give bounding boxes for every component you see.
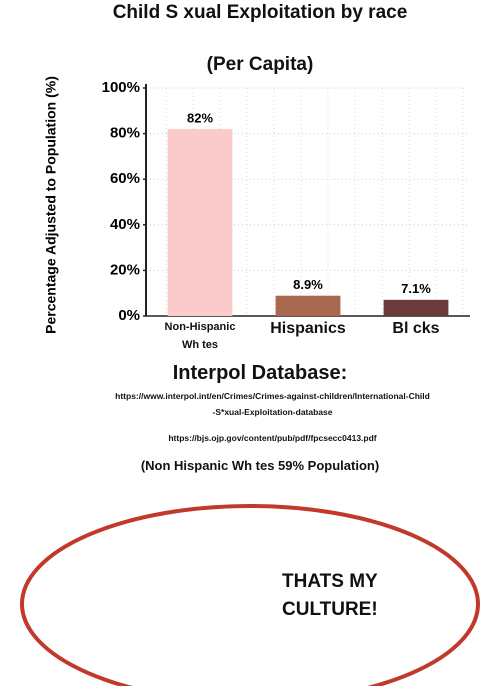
value-label: 82% [187,110,213,125]
y-tick-label: 40% [110,216,140,233]
caption: THATS MY CULTURE! [282,571,378,620]
chart: Percentage Adjusted to Population (%) 0%… [43,76,470,334]
chart-title: Child S xual Exploitation by race [112,2,408,23]
sources-title: Interpol Database: [172,362,348,384]
y-tick-label: 20% [110,261,140,278]
bar [383,299,449,316]
caption-panel [20,504,480,686]
bar [167,129,233,316]
y-tick-label: 80% [110,125,140,142]
source-link: https://bjs.ojp.gov/content/pub/pdf/fpcs… [168,433,377,443]
chart-subtitle: (Per Capita) [206,54,314,75]
value-label: 8.9% [293,277,323,292]
x-tick-label: Hispanics [270,320,346,337]
x-tick-label: Non-Hispanic Wh tes [164,321,236,351]
sources-note: (Non Hispanic Wh tes 59% Population) [140,458,380,473]
x-tick-label: Bl cks [392,320,440,337]
y-axis-label: Percentage Adjusted to Population (%) [43,76,59,334]
y-tick-label: 60% [110,170,140,187]
source-link: https://www.interpol.int/en/Crimes/Crime… [115,391,430,417]
bar [275,295,341,316]
y-tick-label: 0% [118,307,140,324]
y-tick-label: 100% [102,79,140,96]
value-label: 7.1% [401,281,431,296]
oval-frame [20,504,480,686]
